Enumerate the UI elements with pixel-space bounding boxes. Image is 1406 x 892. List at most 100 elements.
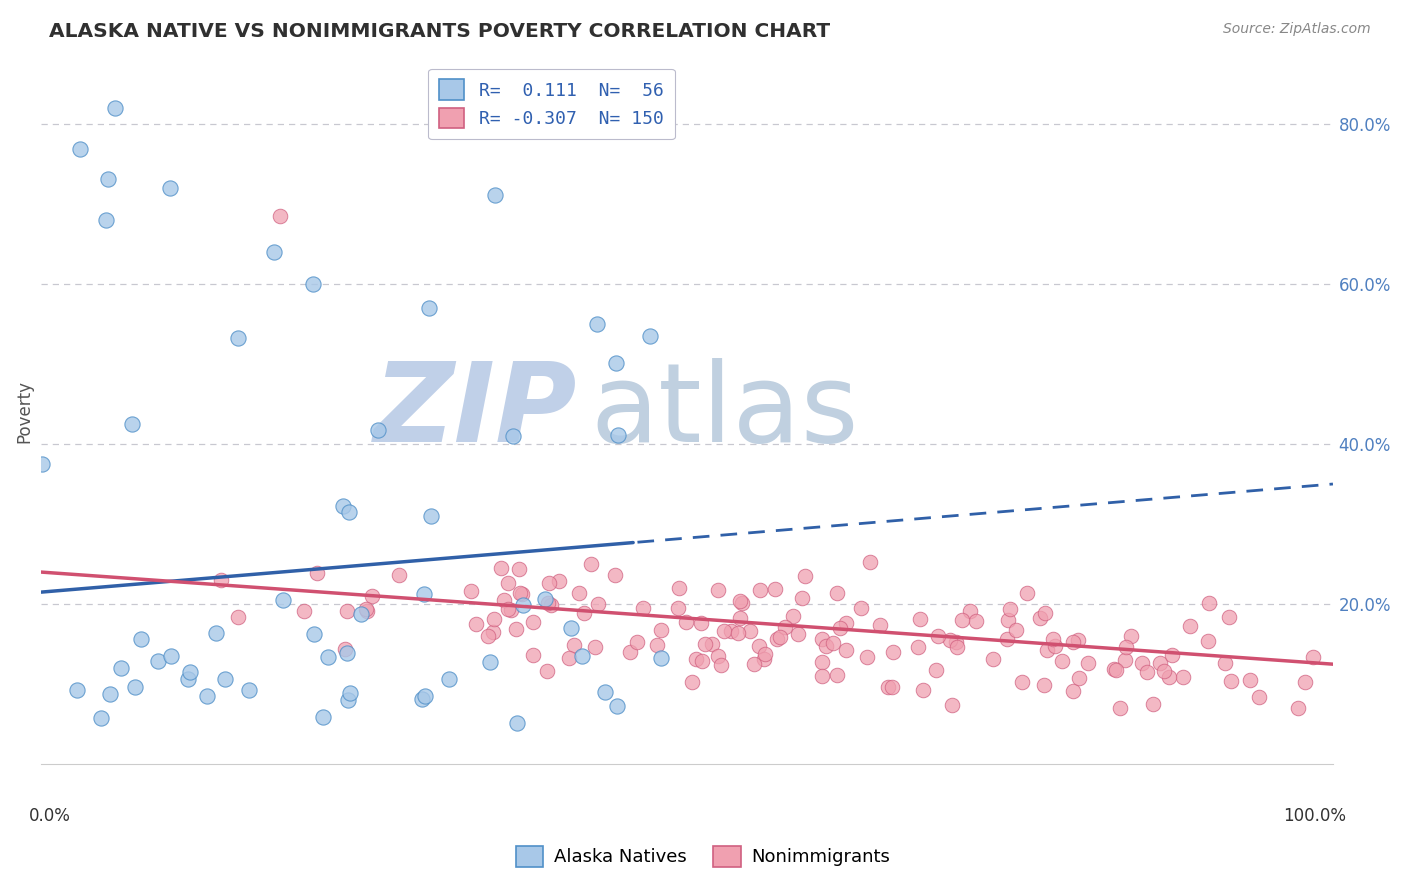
Point	[335, 642, 357, 657]
Point	[1011, 675, 1033, 690]
Point	[1069, 671, 1091, 685]
Point	[481, 624, 503, 639]
Point	[160, 648, 183, 663]
Point	[1286, 701, 1309, 715]
Point	[269, 209, 291, 223]
Point	[460, 584, 482, 599]
Point	[754, 647, 776, 661]
Text: ZIP: ZIP	[374, 359, 578, 466]
Point	[560, 621, 582, 635]
Point	[31, 457, 53, 471]
Point	[478, 655, 501, 669]
Point	[1109, 701, 1132, 715]
Point	[856, 649, 879, 664]
Point	[509, 586, 531, 600]
Point	[477, 629, 499, 643]
Point	[146, 653, 169, 667]
Point	[695, 637, 717, 651]
Point	[263, 244, 285, 259]
Point	[238, 683, 260, 698]
Point	[707, 649, 730, 664]
Point	[1004, 624, 1026, 638]
Point	[1136, 665, 1159, 679]
Point	[271, 593, 294, 607]
Point	[675, 615, 697, 629]
Point	[710, 658, 733, 673]
Point	[605, 356, 627, 370]
Point	[585, 317, 607, 331]
Point	[787, 626, 810, 640]
Point	[927, 629, 949, 643]
Point	[965, 614, 987, 628]
Point	[292, 604, 315, 618]
Point	[413, 689, 436, 703]
Text: Source: ZipAtlas.com: Source: ZipAtlas.com	[1223, 22, 1371, 37]
Point	[568, 586, 591, 600]
Point	[335, 604, 357, 618]
Point	[792, 591, 814, 605]
Point	[124, 681, 146, 695]
Point	[177, 673, 200, 687]
Point	[880, 680, 903, 694]
Point	[505, 623, 527, 637]
Point	[638, 329, 661, 343]
Point	[849, 601, 872, 615]
Point	[1219, 674, 1241, 689]
Point	[1000, 602, 1022, 616]
Point	[1045, 639, 1067, 653]
Point	[1180, 619, 1202, 633]
Point	[159, 180, 181, 194]
Point	[907, 640, 929, 655]
Point	[418, 301, 440, 315]
Point	[522, 648, 544, 662]
Point	[1067, 632, 1090, 647]
Point	[339, 685, 361, 699]
Point	[510, 587, 533, 601]
Point	[498, 576, 520, 591]
Point	[606, 428, 628, 442]
Point	[782, 609, 804, 624]
Point	[367, 423, 389, 437]
Point	[605, 567, 627, 582]
Point	[332, 499, 354, 513]
Point	[1302, 649, 1324, 664]
Point	[437, 672, 460, 686]
Point	[1105, 663, 1128, 677]
Point	[938, 633, 960, 648]
Point	[593, 685, 616, 699]
Point	[626, 635, 648, 649]
Point	[828, 621, 851, 635]
Point	[619, 645, 641, 659]
Point	[1239, 673, 1261, 687]
Point	[1077, 656, 1099, 670]
Point	[811, 655, 834, 669]
Point	[681, 674, 703, 689]
Point	[835, 615, 858, 630]
Point	[583, 640, 606, 655]
Point	[950, 613, 973, 627]
Point	[214, 672, 236, 686]
Point	[1171, 670, 1194, 684]
Point	[606, 699, 628, 714]
Point	[1042, 632, 1064, 646]
Point	[522, 615, 544, 629]
Point	[228, 610, 250, 624]
Point	[195, 689, 218, 703]
Point	[650, 651, 672, 665]
Point	[685, 652, 707, 666]
Point	[586, 597, 609, 611]
Point	[1294, 675, 1316, 690]
Point	[1198, 596, 1220, 610]
Point	[1149, 657, 1171, 671]
Point	[707, 583, 730, 598]
Point	[908, 612, 931, 626]
Point	[869, 618, 891, 632]
Point	[728, 611, 751, 625]
Point	[811, 669, 834, 683]
Point	[766, 632, 789, 646]
Point	[558, 651, 581, 665]
Point	[501, 603, 523, 617]
Point	[1029, 611, 1052, 625]
Point	[731, 596, 754, 610]
Point	[337, 504, 360, 518]
